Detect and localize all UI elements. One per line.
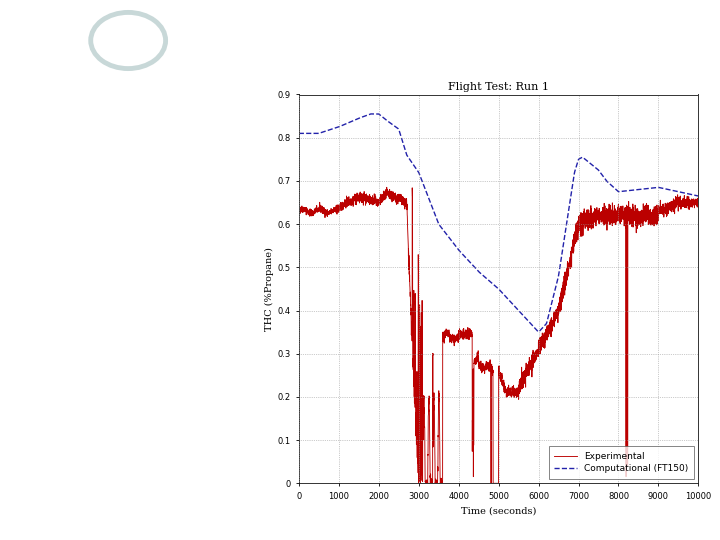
Experimental xyxy=(682,198,690,205)
Computational (FT150) xyxy=(598,173,607,179)
Text: experimental data.: experimental data. xyxy=(18,470,149,480)
Computational (FT150) xyxy=(694,193,703,199)
Experimental xyxy=(585,213,593,219)
Computational (FT150) xyxy=(534,329,543,335)
Text: ❖ Computational data: ❖ Computational data xyxy=(18,410,143,421)
Computational (FT150) xyxy=(538,325,546,331)
Legend: Experimental, Computational (FT150): Experimental, Computational (FT150) xyxy=(549,447,694,479)
Computational (FT150) xyxy=(319,129,328,135)
Text: ❖ Bottom surface: ❖ Bottom surface xyxy=(18,292,118,302)
Experimental xyxy=(462,331,471,338)
Title: Flight Test: Run 1: Flight Test: Run 1 xyxy=(448,82,549,92)
Text: ❖ Altitude Chamber: ❖ Altitude Chamber xyxy=(18,205,130,215)
Experimental xyxy=(414,480,423,487)
Experimental xyxy=(662,207,671,213)
Experimental xyxy=(382,184,391,191)
Y-axis label: THC (%Propane): THC (%Propane) xyxy=(265,247,274,331)
Line: Computational (FT150): Computational (FT150) xyxy=(299,114,698,332)
Text: correlations used.: correlations used. xyxy=(18,235,149,245)
Experimental xyxy=(466,326,474,332)
Computational (FT150) xyxy=(550,289,559,296)
Text: Flight Test: Flight Test xyxy=(18,121,126,139)
Text: temperature.: temperature. xyxy=(18,381,112,391)
Text: input instead of fuel: input instead of fuel xyxy=(18,351,168,361)
Line: Experimental: Experimental xyxy=(299,187,698,483)
Computational (FT150) xyxy=(639,186,648,192)
Computational (FT150) xyxy=(294,130,303,137)
Experimental xyxy=(294,207,303,213)
Experimental xyxy=(694,204,703,211)
Text: follows the trend of the: follows the trend of the xyxy=(18,440,186,450)
Computational (FT150) xyxy=(366,111,375,117)
Text: temperature used in the: temperature used in the xyxy=(18,321,181,332)
Experimental xyxy=(485,362,493,369)
X-axis label: Time (seconds): Time (seconds) xyxy=(461,506,536,515)
Computational (FT150) xyxy=(527,321,536,328)
